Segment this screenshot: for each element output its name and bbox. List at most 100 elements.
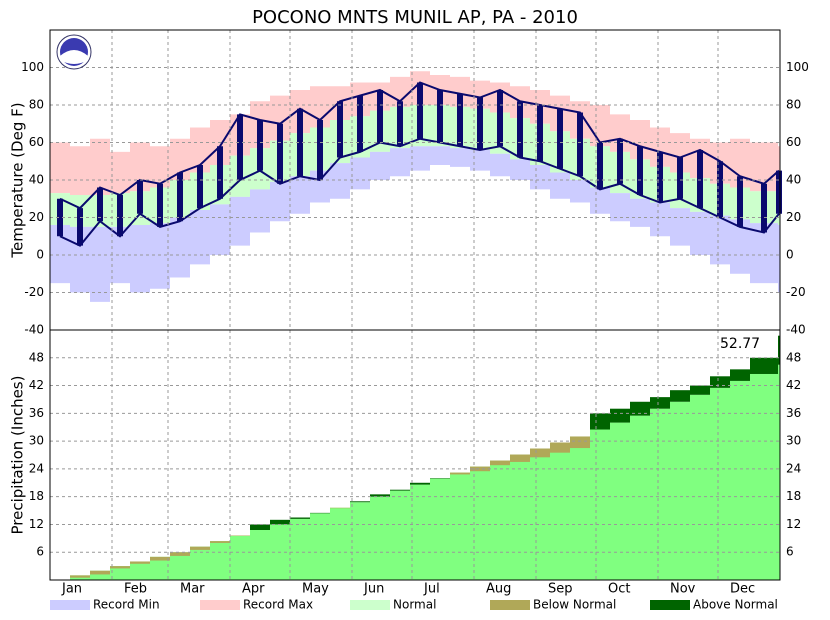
below-normal <box>70 575 90 578</box>
above-normal <box>778 335 780 365</box>
normal-precip <box>230 535 250 580</box>
chart-title: POCONO MNTS MUNIL AP, PA - 2010 <box>252 7 578 28</box>
y-tick-label: 20 <box>29 210 44 224</box>
y-tick-label: 24 <box>786 461 801 475</box>
y-tick-label: 18 <box>29 489 44 503</box>
normal-precip <box>290 518 310 580</box>
y-tick-label: -40 <box>24 323 44 337</box>
below-normal <box>210 541 230 543</box>
above-normal <box>350 501 370 503</box>
below-normal <box>170 552 190 556</box>
normal-precip <box>570 436 590 580</box>
record-min-band <box>90 226 110 302</box>
y-tick-label: 24 <box>29 461 44 475</box>
normal-precip <box>450 472 470 580</box>
y-tick-label: 100 <box>786 60 809 74</box>
below-normal <box>190 546 210 550</box>
y-tick-label: 12 <box>786 517 801 531</box>
record-min-band <box>390 148 410 177</box>
x-tick-label: Jun <box>363 582 384 597</box>
daily-range <box>97 187 103 222</box>
record-max-band <box>590 105 610 147</box>
normal-precip <box>410 484 430 580</box>
normal-precip <box>350 502 370 580</box>
actual-line <box>59 81 780 210</box>
daily-range <box>197 165 203 209</box>
below-normal <box>90 570 110 575</box>
x-tick-label: Aug <box>486 582 511 597</box>
record-min-band <box>550 172 570 199</box>
above-normal <box>290 517 310 519</box>
below-normal <box>150 556 170 561</box>
record-min-band <box>450 148 470 167</box>
y-tick-label: 18 <box>786 489 801 503</box>
record-max-band <box>630 120 650 160</box>
normal-precip <box>630 415 650 580</box>
y-tick-label: 0 <box>36 248 44 262</box>
daily-range <box>277 123 283 184</box>
above-normal <box>590 413 610 430</box>
record-min-band <box>150 223 170 289</box>
daily-range <box>297 108 303 177</box>
normal-precip <box>250 530 270 580</box>
legend-swatch <box>350 600 390 610</box>
y-tick-label: 40 <box>786 173 801 187</box>
record-min-band <box>730 219 750 274</box>
y-tick-label: 48 <box>29 350 44 364</box>
below-normal <box>570 436 590 449</box>
daily-range <box>157 183 163 227</box>
record-min-band <box>170 217 190 278</box>
actual-line <box>59 137 780 247</box>
record-min-band <box>290 176 310 214</box>
y-tick-label: 20 <box>786 210 801 224</box>
legend-label: Below Normal <box>533 598 616 612</box>
normal-precip <box>750 373 778 580</box>
y-tick-label: 48 <box>786 350 801 364</box>
record-max-band <box>450 76 470 107</box>
normal-precip <box>710 387 730 580</box>
daily-range <box>417 82 423 139</box>
above-normal <box>610 408 630 423</box>
daily-range <box>217 146 223 199</box>
normal-precip <box>130 561 150 580</box>
daily-range <box>697 150 703 209</box>
y-tick-label: 6 <box>36 545 44 559</box>
legend-swatch <box>490 600 530 610</box>
y-tick-label: 0 <box>786 248 794 262</box>
daily-range <box>517 101 523 158</box>
x-tick-label: Feb <box>124 582 147 597</box>
x-tick-label: Apr <box>242 582 265 597</box>
record-min-band <box>710 215 730 265</box>
daily-range <box>57 198 63 237</box>
daily-range <box>761 183 767 233</box>
record-min-band <box>410 146 430 171</box>
below-normal <box>490 460 510 466</box>
y-tick-label: 42 <box>29 378 44 392</box>
record-min-band <box>590 187 610 214</box>
daily-range <box>677 157 683 199</box>
record-max-band <box>90 138 110 195</box>
record-max-band <box>650 127 670 167</box>
legend-label: Above Normal <box>693 598 778 612</box>
y-tick-label: 12 <box>29 517 44 531</box>
above-normal <box>370 494 390 497</box>
y-tick-label: -20 <box>786 285 806 299</box>
record-min-band <box>230 196 250 246</box>
legend-swatch <box>650 600 690 610</box>
above-normal <box>630 401 650 416</box>
record-min-band <box>210 204 230 255</box>
normal-precip <box>610 422 630 580</box>
above-normal <box>710 376 730 388</box>
normal-precip <box>170 552 190 580</box>
daily-range <box>657 151 663 203</box>
daily-range <box>377 90 383 143</box>
y-tick-label: 30 <box>29 434 44 448</box>
daily-range <box>77 208 83 246</box>
y-tick-label: -40 <box>786 323 806 337</box>
record-min-band <box>650 202 670 237</box>
daily-range <box>437 90 443 143</box>
normal-precip <box>210 541 230 580</box>
daily-range <box>117 195 123 237</box>
record-min-band <box>270 181 290 222</box>
legend-label: Record Max <box>243 598 313 612</box>
